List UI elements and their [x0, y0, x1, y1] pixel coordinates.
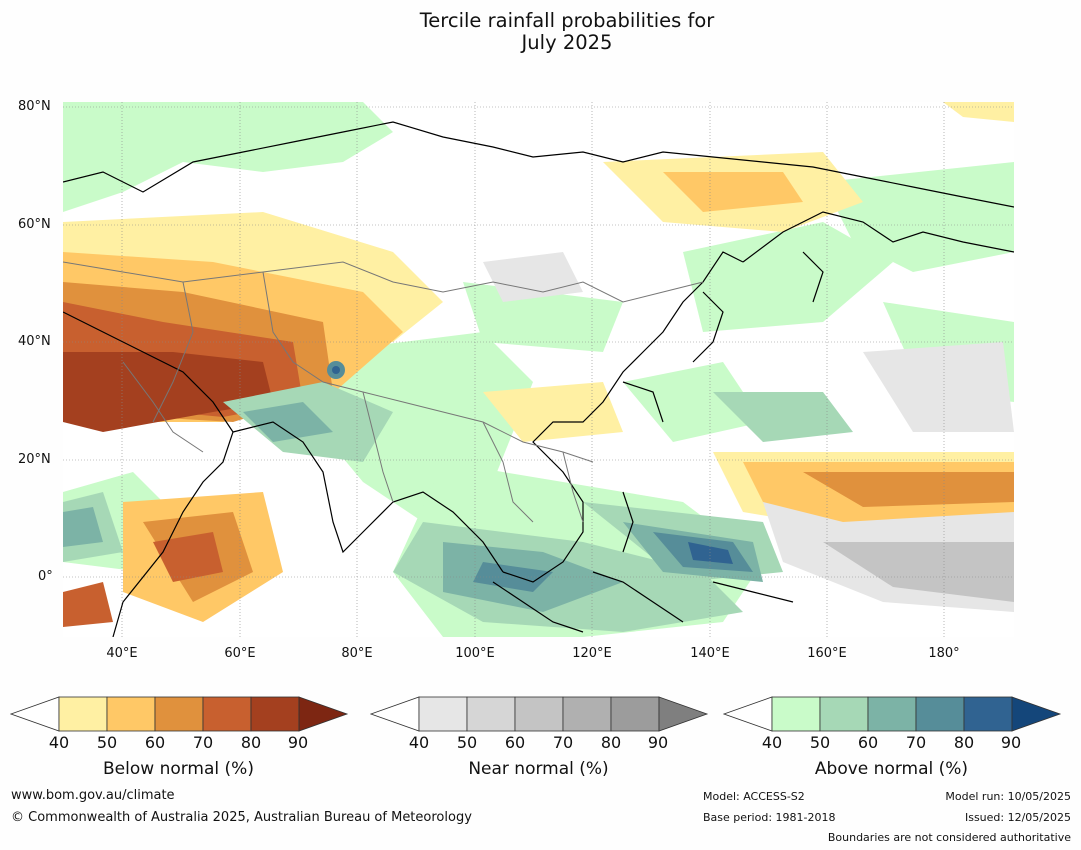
base-period-text: Base period: 1981-2018 — [703, 811, 836, 824]
colorbar-tick: 90 — [647, 733, 669, 752]
colorbar-swatch — [202, 696, 252, 732]
model-run-text: Model run: 10/05/2025 — [945, 790, 1071, 803]
colorbar-tick: 50 — [809, 733, 831, 752]
colorbar-swatch — [250, 696, 300, 732]
rainfall-probability-map — [63, 102, 1014, 637]
colorbar-above-normal-label: Above normal (%) — [814, 759, 969, 779]
colorbar-near-normal-label: Near normal (%) — [468, 759, 609, 779]
colorbar-swatch — [418, 696, 468, 732]
lat-label-20n: 20°N — [18, 452, 51, 467]
lat-label-80n: 80°N — [18, 99, 51, 114]
colorbar-tick: 50 — [96, 733, 118, 752]
colorbar-swatch — [610, 696, 660, 732]
colorbar-tick: 60 — [857, 733, 879, 752]
colorbar-tick: 80 — [600, 733, 622, 752]
model-text: Model: ACCESS-S2 — [703, 790, 805, 803]
map-gridlines — [63, 102, 1014, 637]
colorbar-swatch — [106, 696, 156, 732]
colorbar-above-normal — [722, 696, 1063, 736]
colorbar-swatch — [562, 696, 612, 732]
colorbar-tick: 70 — [905, 733, 927, 752]
lon-label-120e: 120°E — [572, 646, 612, 661]
colorbar-tick: 40 — [761, 733, 783, 752]
colorbar-tick: 80 — [240, 733, 262, 752]
colorbar-above-normal-swatches — [722, 696, 1062, 732]
colorbar-tick: 90 — [287, 733, 309, 752]
country-boundaries — [63, 261, 704, 523]
colorbar-near-normal-swatches — [369, 696, 709, 732]
colorbar-lower-extension — [722, 696, 773, 732]
colorbar-below-normal-label: Below normal (%) — [103, 759, 254, 779]
colorbar-swatch — [819, 696, 869, 732]
colorbar-upper-extension — [298, 696, 349, 732]
colorbar-tick: 80 — [953, 733, 975, 752]
map-title-line2: July 2025 — [521, 31, 613, 54]
colorbar-below-normal-swatches — [9, 696, 349, 732]
colorbar-upper-extension — [658, 696, 709, 732]
lat-label-60n: 60°N — [18, 217, 51, 232]
issued-text: Issued: 12/05/2025 — [964, 811, 1071, 824]
colorbar-tick: 50 — [456, 733, 478, 752]
map-canvas — [63, 102, 1014, 637]
lon-label-60e: 60°E — [224, 646, 256, 661]
colorbar-tick: 70 — [192, 733, 214, 752]
colorbar-upper-extension — [1011, 696, 1062, 732]
disclaimer-text: Boundaries are not considered authoritat… — [827, 831, 1071, 844]
lon-label-140e: 140°E — [690, 646, 730, 661]
colorbar-tick: 90 — [1000, 733, 1022, 752]
colorbar-tick: 70 — [552, 733, 574, 752]
lon-label-180: 180° — [928, 646, 960, 661]
colorbar-tick: 60 — [504, 733, 526, 752]
colorbar-below-normal — [9, 696, 350, 736]
colorbar-swatch — [514, 696, 564, 732]
colorbar-tick: 40 — [48, 733, 70, 752]
lat-label-40n: 40°N — [18, 334, 51, 349]
colorbar-lower-extension — [369, 696, 420, 732]
colorbar-swatch — [867, 696, 917, 732]
colorbar-swatch — [915, 696, 965, 732]
coastlines — [63, 121, 1014, 637]
near-normal-60-shading — [823, 542, 1014, 602]
colorbar-swatch — [154, 696, 204, 732]
lon-label-100e: 100°E — [455, 646, 495, 661]
colorbar-near-normal — [369, 696, 710, 736]
lon-label-40e: 40°E — [106, 646, 138, 661]
lon-label-80e: 80°E — [341, 646, 373, 661]
colorbar-swatch — [466, 696, 516, 732]
lat-label-equator: 0° — [38, 569, 53, 584]
colorbar-swatch — [58, 696, 108, 732]
colorbar-tick: 40 — [408, 733, 430, 752]
map-title: Tercile rainfall probabilities for July … — [0, 10, 1081, 54]
colorbar-lower-extension — [9, 696, 60, 732]
website-link[interactable]: www.bom.gov.au/climate — [11, 788, 175, 803]
colorbar-tick: 60 — [144, 733, 166, 752]
map-title-line1: Tercile rainfall probabilities for — [419, 9, 715, 32]
lon-label-160e: 160°E — [807, 646, 847, 661]
colorbar-swatch — [771, 696, 821, 732]
above-normal-80-shading — [332, 366, 733, 564]
colorbar-swatch — [963, 696, 1013, 732]
copyright-text: © Commonwealth of Australia 2025, Austra… — [11, 810, 472, 825]
